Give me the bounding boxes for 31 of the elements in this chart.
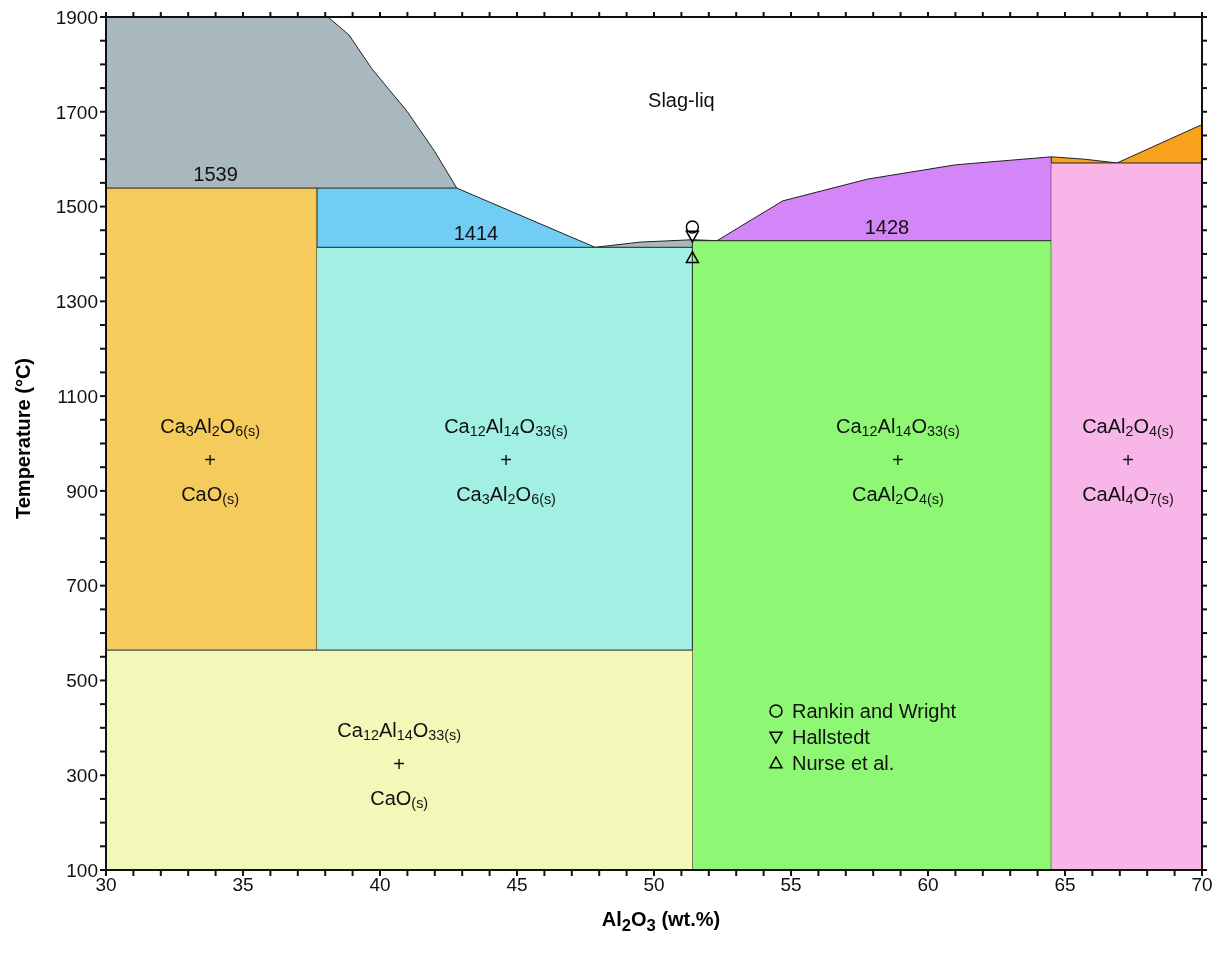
y-tick-label: 1500 <box>55 196 98 218</box>
x-axis-title: Al$_{2}$O$_{3}$ (wt.%) <box>600 908 722 936</box>
x-tick-label: 35 <box>232 874 254 896</box>
legend-label: Hallstedt <box>792 725 870 750</box>
y-axis-title: Temperature (°C) <box>11 357 35 519</box>
y-tick-label: 1100 <box>57 385 98 407</box>
y-tick-label: 700 <box>66 575 98 597</box>
annotation: 1539 <box>193 163 238 186</box>
legend-label: Rankin and Wright <box>792 699 957 724</box>
annotation: 1428 <box>864 216 910 239</box>
annotation: Slag-liq <box>648 89 715 112</box>
legend-label: Nurse et al. <box>792 751 895 776</box>
text: Ca$_{12}$Al$_{14}$O$_{33(s)}$ + Ca$_{3}$Al$_{2}$O$_{6(s)}$ <box>444 415 568 508</box>
x-tick-label: 70 <box>1191 874 1213 896</box>
x-tick-label: 45 <box>506 874 528 896</box>
text: CaAl$_{2}$O$_{4(s)}$ + CaAl$_{4}$O$_{7(s)}$ <box>1082 415 1174 508</box>
text: Ca$_{3}$Al$_{2}$O$_{6(s)}$ + CaO$_{(s)}$ <box>160 415 260 508</box>
x-tick-label: 50 <box>643 874 665 896</box>
text: Ca$_{12}$Al$_{14}$O$_{33(s)}$ + CaAl$_{2}$O$_{4(s)}$ <box>835 415 960 508</box>
x-tick-label: 60 <box>917 874 939 896</box>
x-tick-label: 40 <box>369 874 391 896</box>
y-tick-label: 500 <box>66 670 98 692</box>
y-tick-label: 900 <box>66 480 98 502</box>
y-tick-label: 1300 <box>55 291 98 313</box>
y-tick-label: 1700 <box>55 101 98 123</box>
y-tick-label: 300 <box>66 764 98 786</box>
annotation: 1414 <box>453 222 499 245</box>
x-tick-label: 65 <box>1054 874 1076 896</box>
text: Ca$_{12}$Al$_{14}$O$_{33(s)}$ + CaO$_{(s)}$ <box>337 719 462 811</box>
y-tick-label: 1900 <box>55 6 98 28</box>
x-tick-label: 55 <box>780 874 802 896</box>
